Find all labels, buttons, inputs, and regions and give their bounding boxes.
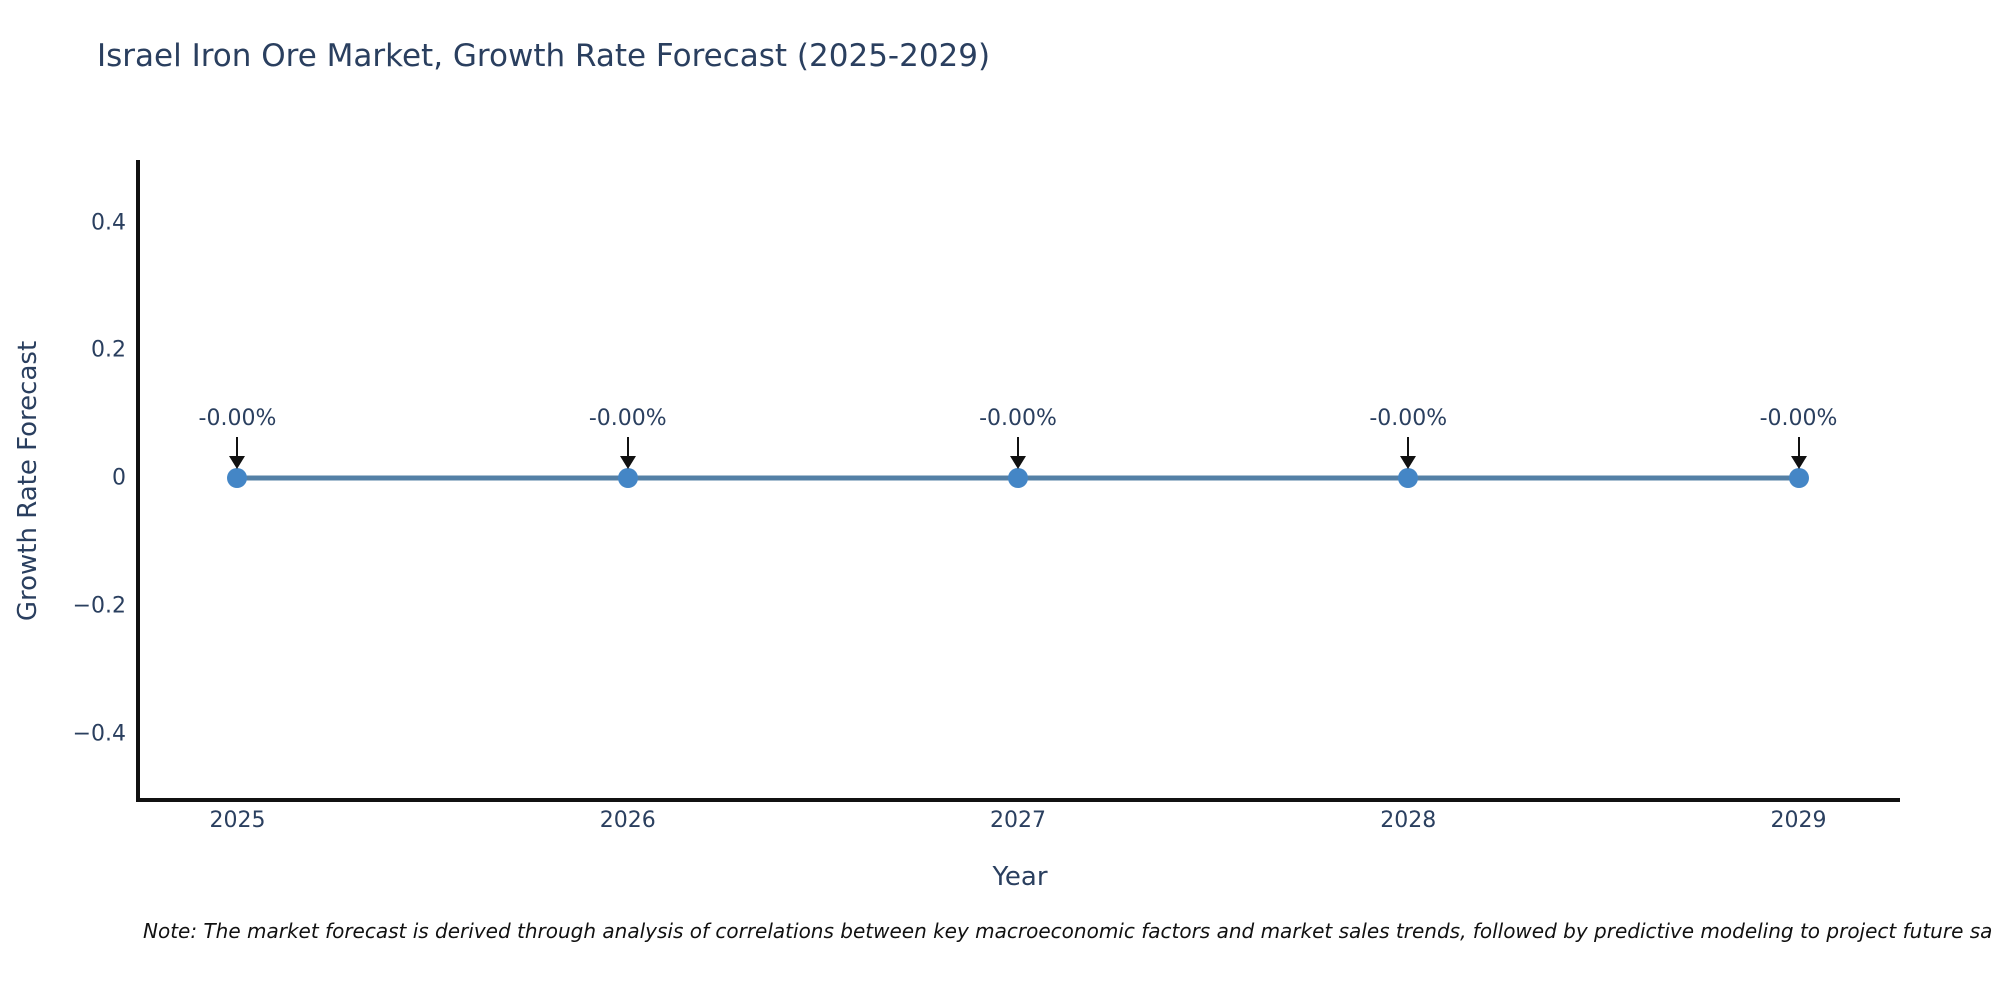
- annotation-arrowhead-icon: [229, 456, 246, 469]
- y-axis-title: Growth Rate Forecast: [13, 340, 43, 622]
- data-point-marker: [1398, 468, 1419, 489]
- data-point-marker: [1008, 468, 1028, 489]
- plot-area: [136, 160, 1900, 802]
- annotation-arrow: [1017, 437, 1019, 457]
- annotation-label: -0.00%: [979, 406, 1057, 431]
- data-point-marker: [617, 468, 638, 489]
- annotation-label: -0.00%: [1369, 406, 1448, 431]
- x-axis-title: Year: [992, 862, 1048, 892]
- annotation-arrow: [1407, 437, 1410, 457]
- y-tick-label: −0.2: [72, 593, 126, 619]
- y-tick-label: −0.4: [72, 721, 126, 747]
- x-tick-label: 2029: [1770, 808, 1827, 833]
- annotation-arrowhead-icon: [619, 456, 636, 469]
- annotation-arrowhead-icon: [1010, 456, 1026, 469]
- annotation-label: -0.00%: [588, 406, 667, 431]
- data-point-marker: [227, 468, 248, 489]
- x-tick-label: 2028: [1380, 808, 1437, 833]
- annotation-arrow: [236, 437, 239, 457]
- x-tick-label: 2027: [990, 808, 1046, 833]
- footnote: Note: The market forecast is derived thr…: [143, 919, 1993, 943]
- annotation-arrowhead-icon: [1400, 456, 1417, 469]
- x-tick-label: 2025: [209, 808, 266, 833]
- annotation-label: -0.00%: [1759, 406, 1838, 431]
- x-tick-label: 2026: [599, 808, 656, 833]
- data-point-marker: [1788, 468, 1809, 489]
- annotation-arrowhead-icon: [1790, 456, 1807, 469]
- y-tick-label: 0.4: [91, 210, 126, 236]
- y-tick-label: 0.2: [91, 337, 126, 363]
- annotation-arrow: [1797, 437, 1800, 457]
- annotation-label: -0.00%: [198, 406, 277, 431]
- annotation-arrow: [626, 437, 629, 457]
- y-tick-label: 0: [112, 465, 126, 491]
- chart-title: Israel Iron Ore Market, Growth Rate Fore…: [97, 38, 991, 74]
